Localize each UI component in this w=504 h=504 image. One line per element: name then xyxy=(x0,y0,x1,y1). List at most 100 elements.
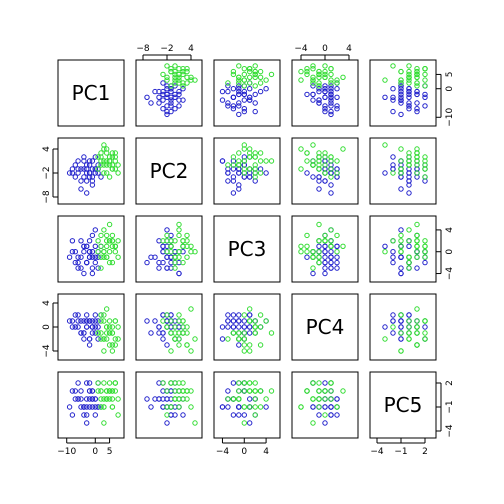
point-s1-30-pc1-pc5 xyxy=(414,68,420,75)
point-s1-10-pc1-pc3 xyxy=(230,68,237,75)
point-s1-23-pc2-pc1 xyxy=(109,150,116,156)
point-s0-33-pc3-pc2 xyxy=(160,259,166,266)
point-s1-26-pc2-pc1 xyxy=(98,162,104,168)
point-s0-19-pc2-pc3 xyxy=(236,186,242,192)
point-s1-6-pc4-pc1 xyxy=(115,336,121,342)
point-s1-10-pc2-pc3 xyxy=(230,154,237,160)
point-s1-26-pc3-pc5 xyxy=(406,265,412,271)
point-s0-21-pc1-pc2 xyxy=(164,94,170,101)
point-s1-9-pc1-pc2 xyxy=(160,71,166,78)
point-s0-12-pc4-pc1 xyxy=(95,318,101,324)
point-s1-30-pc5-pc3 xyxy=(252,388,258,394)
point-s0-19-pc1-pc2 xyxy=(148,100,154,106)
point-s0-29-pc4-pc2 xyxy=(164,342,170,348)
point-s1-21-pc1-pc3 xyxy=(247,74,253,81)
point-s1-8-pc1-pc4 xyxy=(298,77,304,83)
point-s1-7-pc2-pc5 xyxy=(414,170,420,176)
point-s0-10-pc4-pc5 xyxy=(390,312,396,318)
tick-label-pc3-0: −4 xyxy=(216,447,230,457)
point-s1-11-pc3-pc4 xyxy=(304,243,310,250)
point-s1-31-pc4-pc3 xyxy=(236,330,242,336)
point-s1-27-pc1-pc2 xyxy=(168,66,174,72)
point-s1-12-pc1-pc5 xyxy=(398,80,404,86)
point-s1-7-pc4-pc1 xyxy=(104,324,110,330)
point-s1-12-pc1-pc4 xyxy=(334,80,340,86)
point-s1-1-pc3-pc1 xyxy=(101,254,107,260)
point-s1-23-pc1-pc4 xyxy=(304,68,310,75)
point-s1-29-pc5-pc3 xyxy=(241,420,248,426)
point-s0-23-pc3-pc4 xyxy=(334,243,340,250)
point-s0-30-pc2-pc3 xyxy=(225,178,231,184)
point-s1-26-pc4-pc5 xyxy=(406,336,412,342)
point-s0-5-pc5-pc3 xyxy=(230,380,237,386)
point-s0-34-pc1-pc4 xyxy=(328,97,334,103)
point-s1-3-pc2-pc4 xyxy=(304,158,310,164)
point-s0-33-pc2-pc1 xyxy=(72,174,79,180)
point-s0-24-pc3-pc1 xyxy=(89,232,96,239)
point-s0-35-pc2-pc1 xyxy=(86,174,93,180)
point-s1-31-pc2-pc5 xyxy=(406,158,412,164)
point-s1-13-pc2-pc1 xyxy=(95,166,101,172)
point-s1-3-pc1-pc4 xyxy=(304,71,310,78)
point-s1-18-pc2-pc1 xyxy=(98,150,104,156)
point-s1-0-pc5-pc4 xyxy=(328,388,334,394)
point-s0-37-pc3-pc4 xyxy=(328,259,334,266)
point-s0-9-pc4-pc1 xyxy=(89,330,96,336)
point-s1-4-pc3-pc5 xyxy=(398,238,404,244)
point-s1-31-pc3-pc2 xyxy=(176,254,182,260)
point-s1-25-pc4-pc3 xyxy=(252,330,258,336)
point-s0-29-pc4-pc1 xyxy=(86,342,93,348)
point-s0-21-pc4-pc5 xyxy=(382,324,388,330)
point-s1-16-pc1-pc4 xyxy=(298,68,304,75)
point-s1-21-pc2-pc1 xyxy=(104,146,110,152)
point-s1-13-pc1-pc3 xyxy=(241,83,248,89)
tick-label-pc2-1: −2 xyxy=(160,44,173,54)
point-s0-28-pc5-pc2 xyxy=(172,412,178,418)
point-s1-18-pc3-pc5 xyxy=(414,254,420,260)
point-s0-34-pc1-pc2 xyxy=(168,97,174,103)
point-s1-21-pc1-pc2 xyxy=(188,74,194,81)
point-s0-16-pc3-pc1 xyxy=(72,249,79,255)
point-s0-11-pc5-pc3 xyxy=(247,396,253,402)
point-s1-13-pc1-pc5 xyxy=(422,83,428,89)
point-s0-28-pc4-pc5 xyxy=(390,318,396,324)
point-s0-19-pc4-pc2 xyxy=(148,330,154,336)
point-s1-16-pc5-pc4 xyxy=(298,404,304,410)
point-s1-18-pc1-pc2 xyxy=(184,80,190,86)
point-s1-16-pc1-pc5 xyxy=(398,68,404,75)
point-s1-31-pc2-pc1 xyxy=(104,158,110,164)
point-s1-25-pc1-pc5 xyxy=(414,83,420,89)
point-s1-17-pc2-pc1 xyxy=(101,158,107,164)
point-s0-18-pc3-pc1 xyxy=(75,265,81,271)
point-s0-24-pc1-pc3 xyxy=(257,88,264,95)
point-s1-19-pc3-pc5 xyxy=(422,249,428,255)
point-s1-28-pc2-pc1 xyxy=(106,158,113,164)
point-s0-36-pc4-pc3 xyxy=(236,324,242,330)
point-s1-21-pc3-pc2 xyxy=(188,243,194,250)
point-s0-15-pc4-pc1 xyxy=(81,330,87,336)
point-s0-10-pc5-pc4 xyxy=(334,412,340,418)
point-s0-12-pc4-pc3 xyxy=(225,318,231,324)
point-s0-5-pc5-pc1 xyxy=(84,380,90,386)
point-s1-17-pc3-pc5 xyxy=(406,227,412,233)
tick-label-pc5-v2: 2 xyxy=(445,380,455,386)
point-s1-2-pc5-pc4 xyxy=(322,396,328,402)
tick-label-pc2-2: 4 xyxy=(188,44,194,54)
point-s0-20-pc4-pc1 xyxy=(86,318,93,324)
point-s1-12-pc4-pc3 xyxy=(257,312,264,318)
point-s1-15-pc4-pc2 xyxy=(180,324,186,330)
point-s0-4-pc4-pc1 xyxy=(84,312,90,318)
point-s0-1-pc1-pc2 xyxy=(176,103,182,109)
tick-label-pc4-1: 0 xyxy=(322,44,328,54)
point-s1-23-pc3-pc1 xyxy=(109,232,116,239)
point-s1-18-pc3-pc1 xyxy=(98,254,104,260)
point-s0-14-pc1-pc4 xyxy=(328,88,334,95)
point-s1-17-pc4-pc3 xyxy=(263,318,269,324)
point-s1-27-pc2-pc3 xyxy=(247,166,253,172)
point-s1-6-pc1-pc4 xyxy=(310,63,316,69)
point-s1-17-pc2-pc3 xyxy=(263,158,269,164)
tick-label-pc4-v1: 0 xyxy=(42,324,52,330)
point-s1-19-pc1-pc2 xyxy=(176,66,182,72)
point-s1-17-pc3-pc1 xyxy=(101,227,107,233)
point-s1-26-pc2-pc3 xyxy=(225,162,231,168)
